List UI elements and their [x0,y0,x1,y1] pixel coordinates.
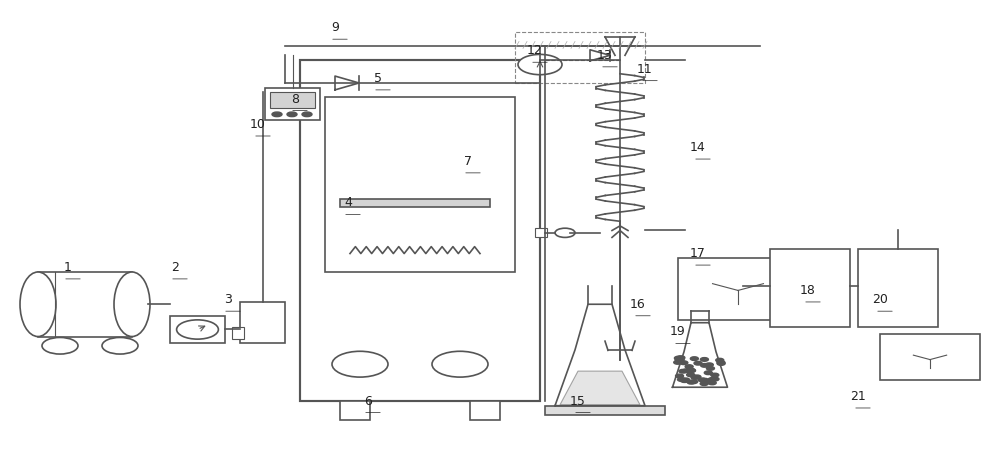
Circle shape [687,373,695,377]
Circle shape [287,112,297,117]
Circle shape [704,371,712,375]
Circle shape [518,54,562,75]
Circle shape [432,351,488,377]
Circle shape [677,378,685,381]
Text: 11: 11 [637,63,653,76]
Circle shape [706,366,714,370]
Text: 18: 18 [800,284,816,297]
Bar [325,97,515,272]
Text: 12: 12 [527,44,543,57]
Circle shape [701,364,709,367]
Circle shape [898,345,962,374]
Circle shape [677,356,685,360]
Circle shape [701,378,709,382]
Bar [880,334,980,380]
Bar [545,406,665,415]
Text: 2: 2 [171,261,179,274]
Bar [340,199,490,207]
Circle shape [696,271,780,310]
Bar [232,327,244,339]
Bar [270,92,315,108]
Circle shape [711,373,719,377]
Bar [470,401,500,420]
Text: 6: 6 [364,395,372,408]
Circle shape [674,361,682,364]
Circle shape [701,379,709,383]
Circle shape [700,358,708,361]
Circle shape [680,361,688,365]
Text: 16: 16 [630,298,646,311]
Circle shape [698,378,706,382]
Bar [678,258,798,320]
Circle shape [693,375,701,379]
Bar [265,88,320,120]
Circle shape [717,361,725,364]
Circle shape [685,365,693,368]
Bar [300,60,540,401]
Circle shape [102,337,138,354]
Bar [240,302,285,343]
Bar [770,249,850,327]
Circle shape [302,112,312,117]
Circle shape [676,357,684,361]
Text: 1: 1 [64,261,72,274]
Circle shape [681,379,689,383]
Circle shape [691,376,699,379]
Text: 7: 7 [464,155,472,168]
Circle shape [694,361,702,365]
Circle shape [688,369,696,372]
Bar [340,401,370,420]
Text: 21: 21 [850,390,866,403]
Circle shape [555,228,575,237]
Bar [170,315,225,343]
Text: 14: 14 [690,141,706,154]
Text: 19: 19 [670,325,686,338]
Bar [858,249,938,327]
Text: 4: 4 [344,196,352,209]
Text: 5: 5 [374,72,382,85]
Circle shape [690,380,698,384]
Circle shape [705,363,713,366]
Text: 17: 17 [690,247,706,260]
Circle shape [716,358,724,362]
Text: 20: 20 [872,293,888,306]
Circle shape [686,368,694,372]
Bar [38,272,132,337]
Circle shape [177,320,218,339]
Circle shape [687,369,695,372]
Circle shape [682,369,690,372]
Circle shape [687,380,695,384]
Circle shape [711,377,719,381]
Polygon shape [560,371,640,405]
Circle shape [272,112,282,117]
Circle shape [674,356,682,360]
Bar [515,32,645,83]
Circle shape [682,378,690,382]
Ellipse shape [20,272,56,337]
Circle shape [675,358,683,361]
Text: 8: 8 [291,93,299,106]
Text: 15: 15 [570,395,586,408]
Text: 9: 9 [331,21,339,34]
Circle shape [42,337,78,354]
Circle shape [717,361,725,365]
Ellipse shape [114,272,150,337]
Circle shape [708,378,716,381]
Text: 10: 10 [250,118,266,131]
Bar [535,228,547,237]
Circle shape [690,357,698,361]
Text: 13: 13 [597,49,613,62]
Circle shape [700,382,708,385]
Circle shape [676,359,684,363]
Circle shape [332,351,388,377]
Text: 3: 3 [224,293,232,306]
Circle shape [679,369,687,373]
Circle shape [708,381,716,385]
Circle shape [676,374,684,378]
